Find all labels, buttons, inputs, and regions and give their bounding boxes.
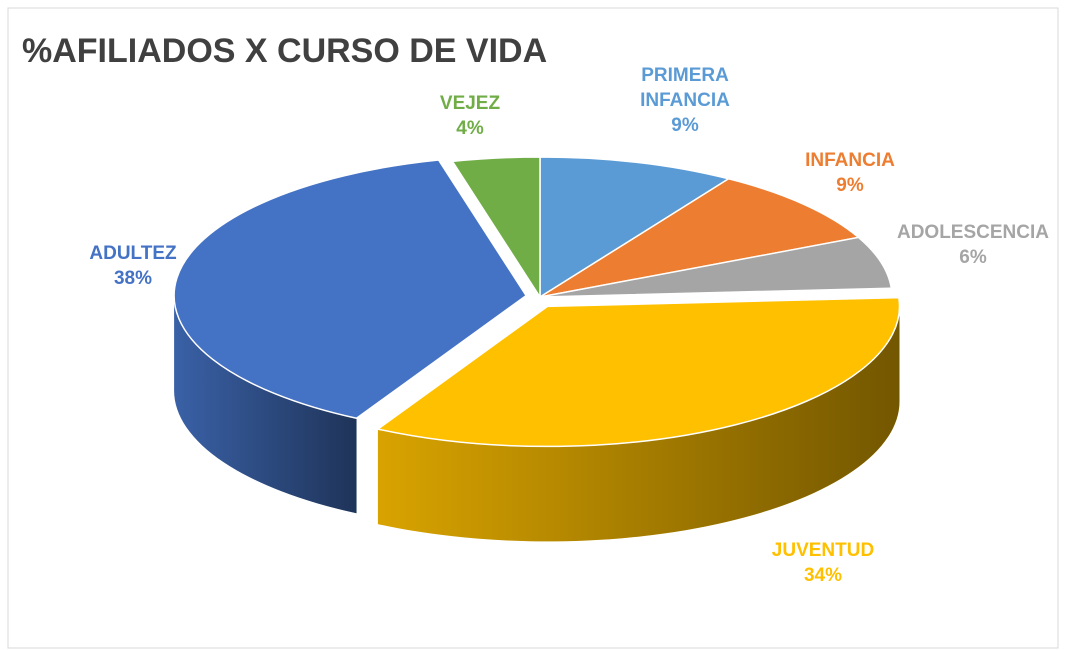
slice-top: [376, 296, 901, 448]
value-label: 38%: [113, 268, 153, 289]
slice-top: [539, 156, 731, 299]
pie-slice: [539, 177, 861, 298]
slice-top: [539, 236, 893, 298]
category-label: ADULTEZ: [89, 243, 177, 264]
value-label: 9%: [836, 175, 864, 196]
value-label: 34%: [803, 565, 843, 586]
category-label: ADOLESCENCIA: [896, 222, 1049, 243]
chart-border: [7, 7, 1059, 649]
pie-slice: [451, 156, 541, 300]
data-label: INFANCIA 9%: [770, 148, 930, 198]
data-label: JUVENTUD 34%: [743, 538, 903, 588]
pie-slice: [173, 159, 528, 514]
pie-slice: [539, 236, 893, 298]
value-label: 9%: [671, 115, 699, 136]
data-label: ADULTEZ 38%: [53, 241, 213, 291]
chart-title: %AFILIADOS X CURSO DE VIDA: [22, 32, 548, 70]
slice-top: [451, 156, 541, 300]
slice-side-shade: [174, 295, 357, 514]
data-label: PRIMERA INFANCIA 9%: [620, 63, 750, 138]
value-label: 4%: [456, 118, 484, 139]
category-label: VEJEZ: [439, 93, 501, 114]
pie-slice: [539, 156, 731, 299]
pie-slice: [376, 296, 901, 542]
data-label: VEJEZ 4%: [410, 91, 530, 141]
category-label: PRIMERA INFANCIA: [640, 65, 730, 111]
value-label: 6%: [959, 247, 987, 268]
category-label: INFANCIA: [805, 150, 895, 171]
slice-top: [539, 177, 861, 298]
slice-top: [173, 159, 528, 420]
data-label: ADOLESCENCIA 6%: [873, 220, 1065, 270]
category-label: JUVENTUD: [771, 540, 875, 561]
slice-side-shade: [377, 306, 900, 542]
